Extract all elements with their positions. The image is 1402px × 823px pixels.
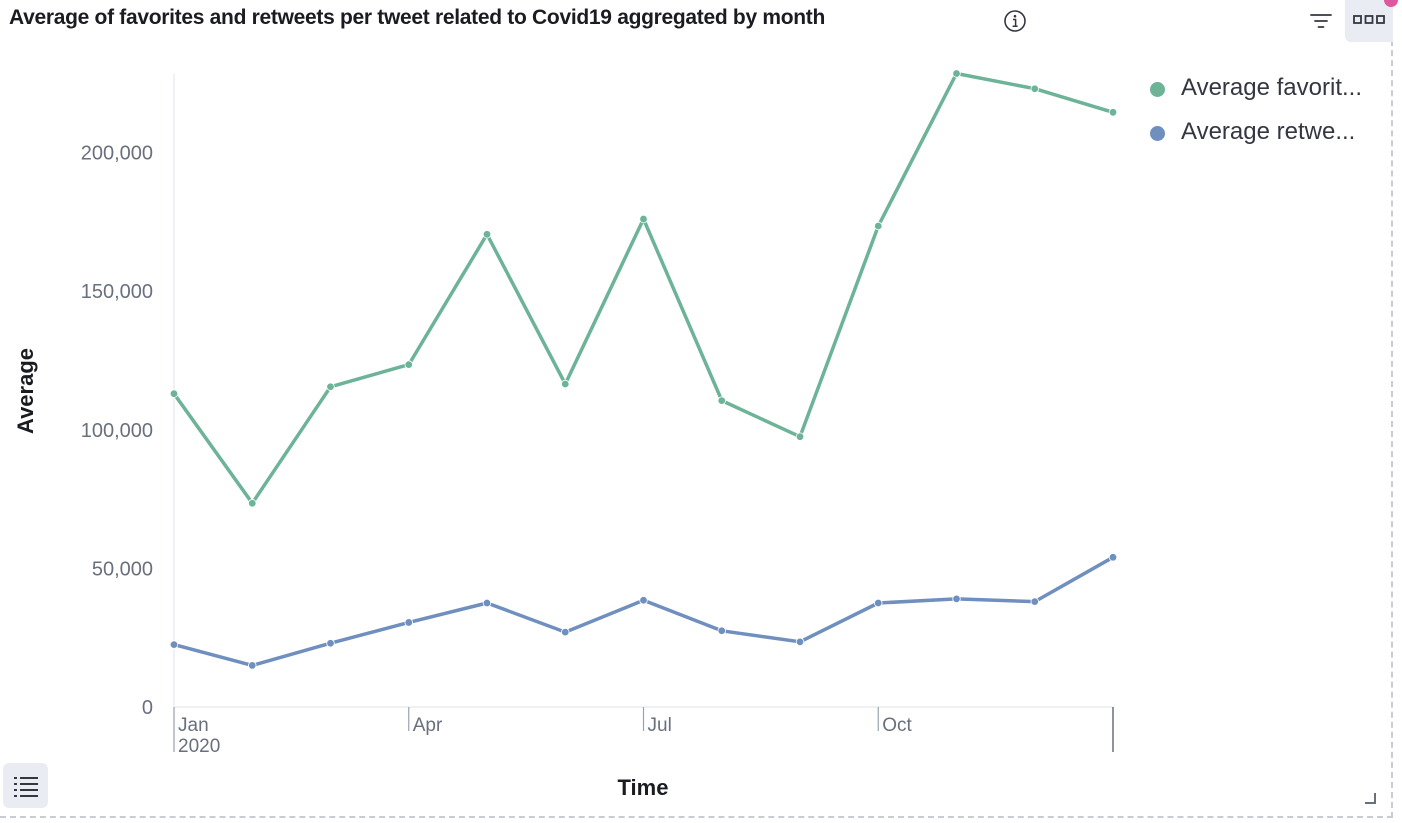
x-axis-title: Time — [618, 775, 669, 800]
data-point — [874, 598, 883, 608]
panel-title: Average of favorites and retweets per tw… — [9, 6, 826, 29]
x-tick-label: Jan — [178, 715, 209, 736]
data-point — [404, 618, 413, 627]
legend-toggle-button[interactable] — [3, 763, 48, 808]
data-point — [795, 637, 805, 647]
x-tick-sublabel: 2020 — [178, 736, 220, 757]
data-point — [795, 432, 805, 441]
data-point — [639, 214, 648, 224]
y-tick-label: 0 — [142, 697, 153, 719]
notification-dot — [1384, 0, 1398, 7]
data-point — [1030, 84, 1039, 93]
y-tick-label: 200,000 — [81, 143, 153, 165]
data-point — [1108, 108, 1118, 117]
x-tick-label: Oct — [882, 715, 912, 736]
legend-label-favorites: Average favorit... — [1181, 74, 1362, 101]
x-tick-label: Apr — [413, 715, 443, 736]
data-point — [561, 379, 570, 389]
y-axis-title: Average — [13, 348, 38, 434]
y-tick-label: 100,000 — [81, 420, 153, 442]
data-point — [952, 594, 961, 604]
data-point — [482, 598, 492, 608]
info-circle-icon[interactable] — [1003, 9, 1027, 33]
data-point — [952, 69, 961, 78]
data-point — [639, 596, 648, 605]
panel-options-button[interactable] — [1345, 0, 1393, 42]
data-point — [1030, 597, 1039, 606]
legend-label-retweets: Average retwe... — [1181, 118, 1356, 145]
data-point — [326, 639, 335, 648]
y-tick-label: 50,000 — [92, 558, 153, 580]
data-point — [874, 221, 883, 231]
series-line-0 — [172, 71, 1115, 505]
data-point — [482, 230, 492, 239]
list-icon — [14, 777, 38, 797]
data-point — [1108, 553, 1118, 562]
resize-corner-icon[interactable] — [1362, 790, 1378, 806]
data-point — [717, 396, 726, 405]
x-tick-label: Jul — [648, 715, 672, 736]
data-point — [717, 626, 726, 635]
boxes-horizontal-icon — [1353, 15, 1385, 24]
filter-icon[interactable] — [1308, 8, 1334, 34]
data-point — [169, 640, 179, 649]
legend-dot-retweets — [1150, 126, 1165, 141]
data-point — [561, 627, 570, 637]
data-point — [326, 382, 335, 391]
y-tick-label: 150,000 — [81, 281, 153, 303]
series-line-1 — [172, 555, 1115, 668]
data-point — [169, 389, 179, 398]
data-point — [404, 360, 413, 369]
data-point — [248, 499, 257, 508]
data-point — [248, 661, 257, 670]
legend-dot-favorites — [1150, 82, 1165, 97]
